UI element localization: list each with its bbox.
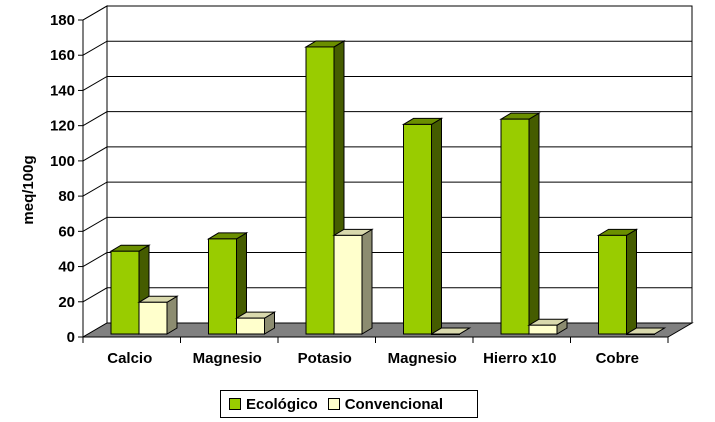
- bar-convencional-5: [624, 327, 667, 335]
- x-category-label: Potasio: [298, 350, 352, 367]
- gridline: [82, 5, 692, 21]
- gridline: [82, 146, 692, 162]
- x-category-label: Calcio: [107, 350, 152, 367]
- bar-convencional-0: [137, 295, 179, 335]
- gridline: [82, 216, 692, 232]
- gridline: [82, 40, 692, 56]
- x-category-label: Hierro x10: [483, 350, 556, 367]
- bar-ecologico-5: [596, 228, 639, 335]
- x-category-label: Magnesio: [388, 350, 457, 367]
- y-tick-label: 40: [58, 259, 75, 276]
- legend-swatch-ecologico: [229, 398, 241, 410]
- x-category-label: Magnesio: [193, 350, 262, 367]
- legend-item-ecologico: Ecológico: [229, 396, 318, 413]
- bar-convencional-3: [429, 327, 472, 335]
- x-category-label: Cobre: [596, 350, 639, 367]
- legend-item-convencional: Convencional: [327, 395, 444, 413]
- y-tick-label: 60: [58, 223, 75, 240]
- legend-label-ecologico: Ecológico: [246, 395, 318, 413]
- bar-chart: 0 20 40 60 80 100 120 140 160 180 Calcio Magnesio P…: [20, 5, 694, 367]
- bar-ecologico-4: [499, 112, 541, 335]
- y-tick-label: 20: [58, 294, 75, 311]
- gridline: [82, 252, 692, 267]
- bar-ecologico-3: [401, 117, 444, 335]
- bar-convencional-1: [234, 311, 277, 335]
- y-tick-label: 0: [67, 329, 75, 346]
- legend-swatch-convencional: [327, 398, 340, 410]
- bar-convencional-4: [527, 318, 569, 335]
- gridline: [82, 181, 692, 197]
- legend-label-convencional: Convencional: [344, 395, 444, 413]
- y-tick-label: 120: [50, 118, 75, 135]
- side-wall: [82, 5, 108, 338]
- y-tick-label: 80: [58, 188, 75, 205]
- gridline: [82, 287, 692, 303]
- y-tick-label: 160: [50, 47, 75, 64]
- y-tick-label: 100: [50, 153, 75, 170]
- bar-convencional-2: [332, 228, 374, 335]
- legend: Ecológico Convencional: [220, 390, 478, 418]
- y-axis-label: meq/100g: [20, 155, 37, 224]
- y-tick-label: 140: [50, 82, 75, 99]
- gridline: [82, 75, 692, 91]
- y-tick-label: 180: [50, 12, 75, 29]
- gridline: [82, 111, 692, 127]
